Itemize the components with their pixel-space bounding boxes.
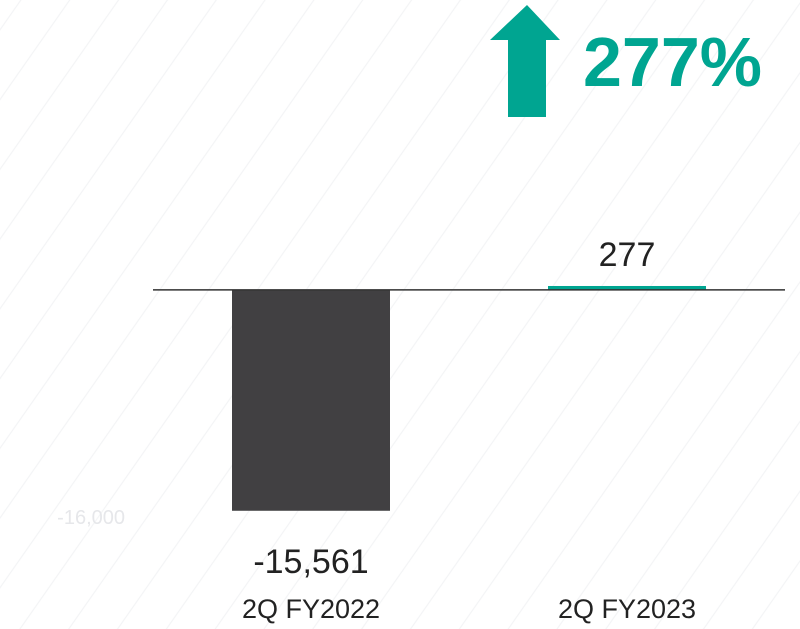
y-tick-label: -16,000	[57, 507, 125, 529]
x-tick-label: 2Q FY2022	[242, 594, 380, 624]
value-label: -15,561	[253, 543, 368, 581]
bar	[548, 285, 706, 290]
x-tick-label: 2Q FY2023	[558, 594, 696, 624]
annotation: 277%	[583, 23, 762, 101]
up-arrow	[490, 5, 560, 117]
bar	[232, 289, 390, 511]
value-label: 277	[599, 236, 656, 274]
